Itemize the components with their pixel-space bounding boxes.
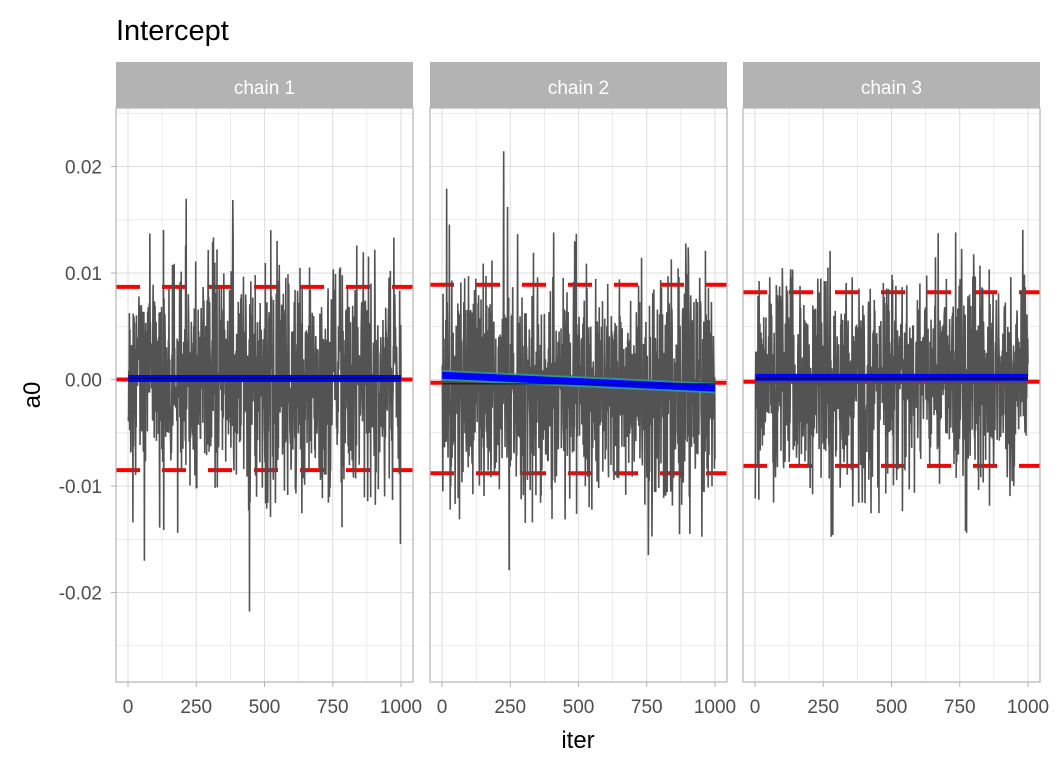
x-tick-label: 750 — [944, 697, 976, 718]
strip-label: chain 3 — [861, 78, 922, 99]
panel-2: chain 2 0 250 500 750 1000 — [429, 62, 736, 718]
x-axis-label: iter — [561, 727, 594, 754]
x-tick-label: 750 — [631, 697, 663, 718]
y-tick-label: 0.02 — [65, 158, 102, 179]
x-tick-label: 250 — [807, 697, 839, 718]
y-tick-label: -0.01 — [59, 477, 102, 498]
strip-label: chain 2 — [548, 78, 609, 99]
x-tick-label: 0 — [123, 697, 134, 718]
x-tick-label: 500 — [876, 697, 908, 718]
strip-label: chain 1 — [234, 78, 295, 99]
x-tick-label: 250 — [494, 697, 526, 718]
x-tick-label: 1000 — [1007, 697, 1049, 718]
chart-title: Intercept — [116, 15, 229, 47]
trend-line — [442, 371, 716, 392]
x-tick-label: 1000 — [380, 697, 422, 718]
y-tick-label: 0.00 — [65, 371, 102, 392]
trace-line — [754, 229, 1029, 537]
y-tick-label: -0.02 — [59, 584, 102, 605]
x-tick-label: 250 — [180, 697, 212, 718]
panel-1: chain 1 0 250 500 750 1000 — [111, 62, 422, 718]
x-tick-label: 0 — [437, 697, 448, 718]
strip-header — [743, 62, 1040, 108]
x-tick-label: 500 — [249, 697, 281, 718]
x-tick-label: 0 — [750, 697, 761, 718]
strip-header — [116, 62, 413, 108]
x-tick-label: 1000 — [694, 697, 736, 718]
x-tick-label: 750 — [317, 697, 349, 718]
y-axis-label: a0 — [19, 382, 46, 409]
strip-header — [430, 62, 727, 108]
y-tick-label: 0.01 — [65, 264, 102, 285]
x-tick-label: 500 — [563, 697, 595, 718]
panel-3: chain 3 0 250 500 750 1000 — [742, 62, 1049, 718]
